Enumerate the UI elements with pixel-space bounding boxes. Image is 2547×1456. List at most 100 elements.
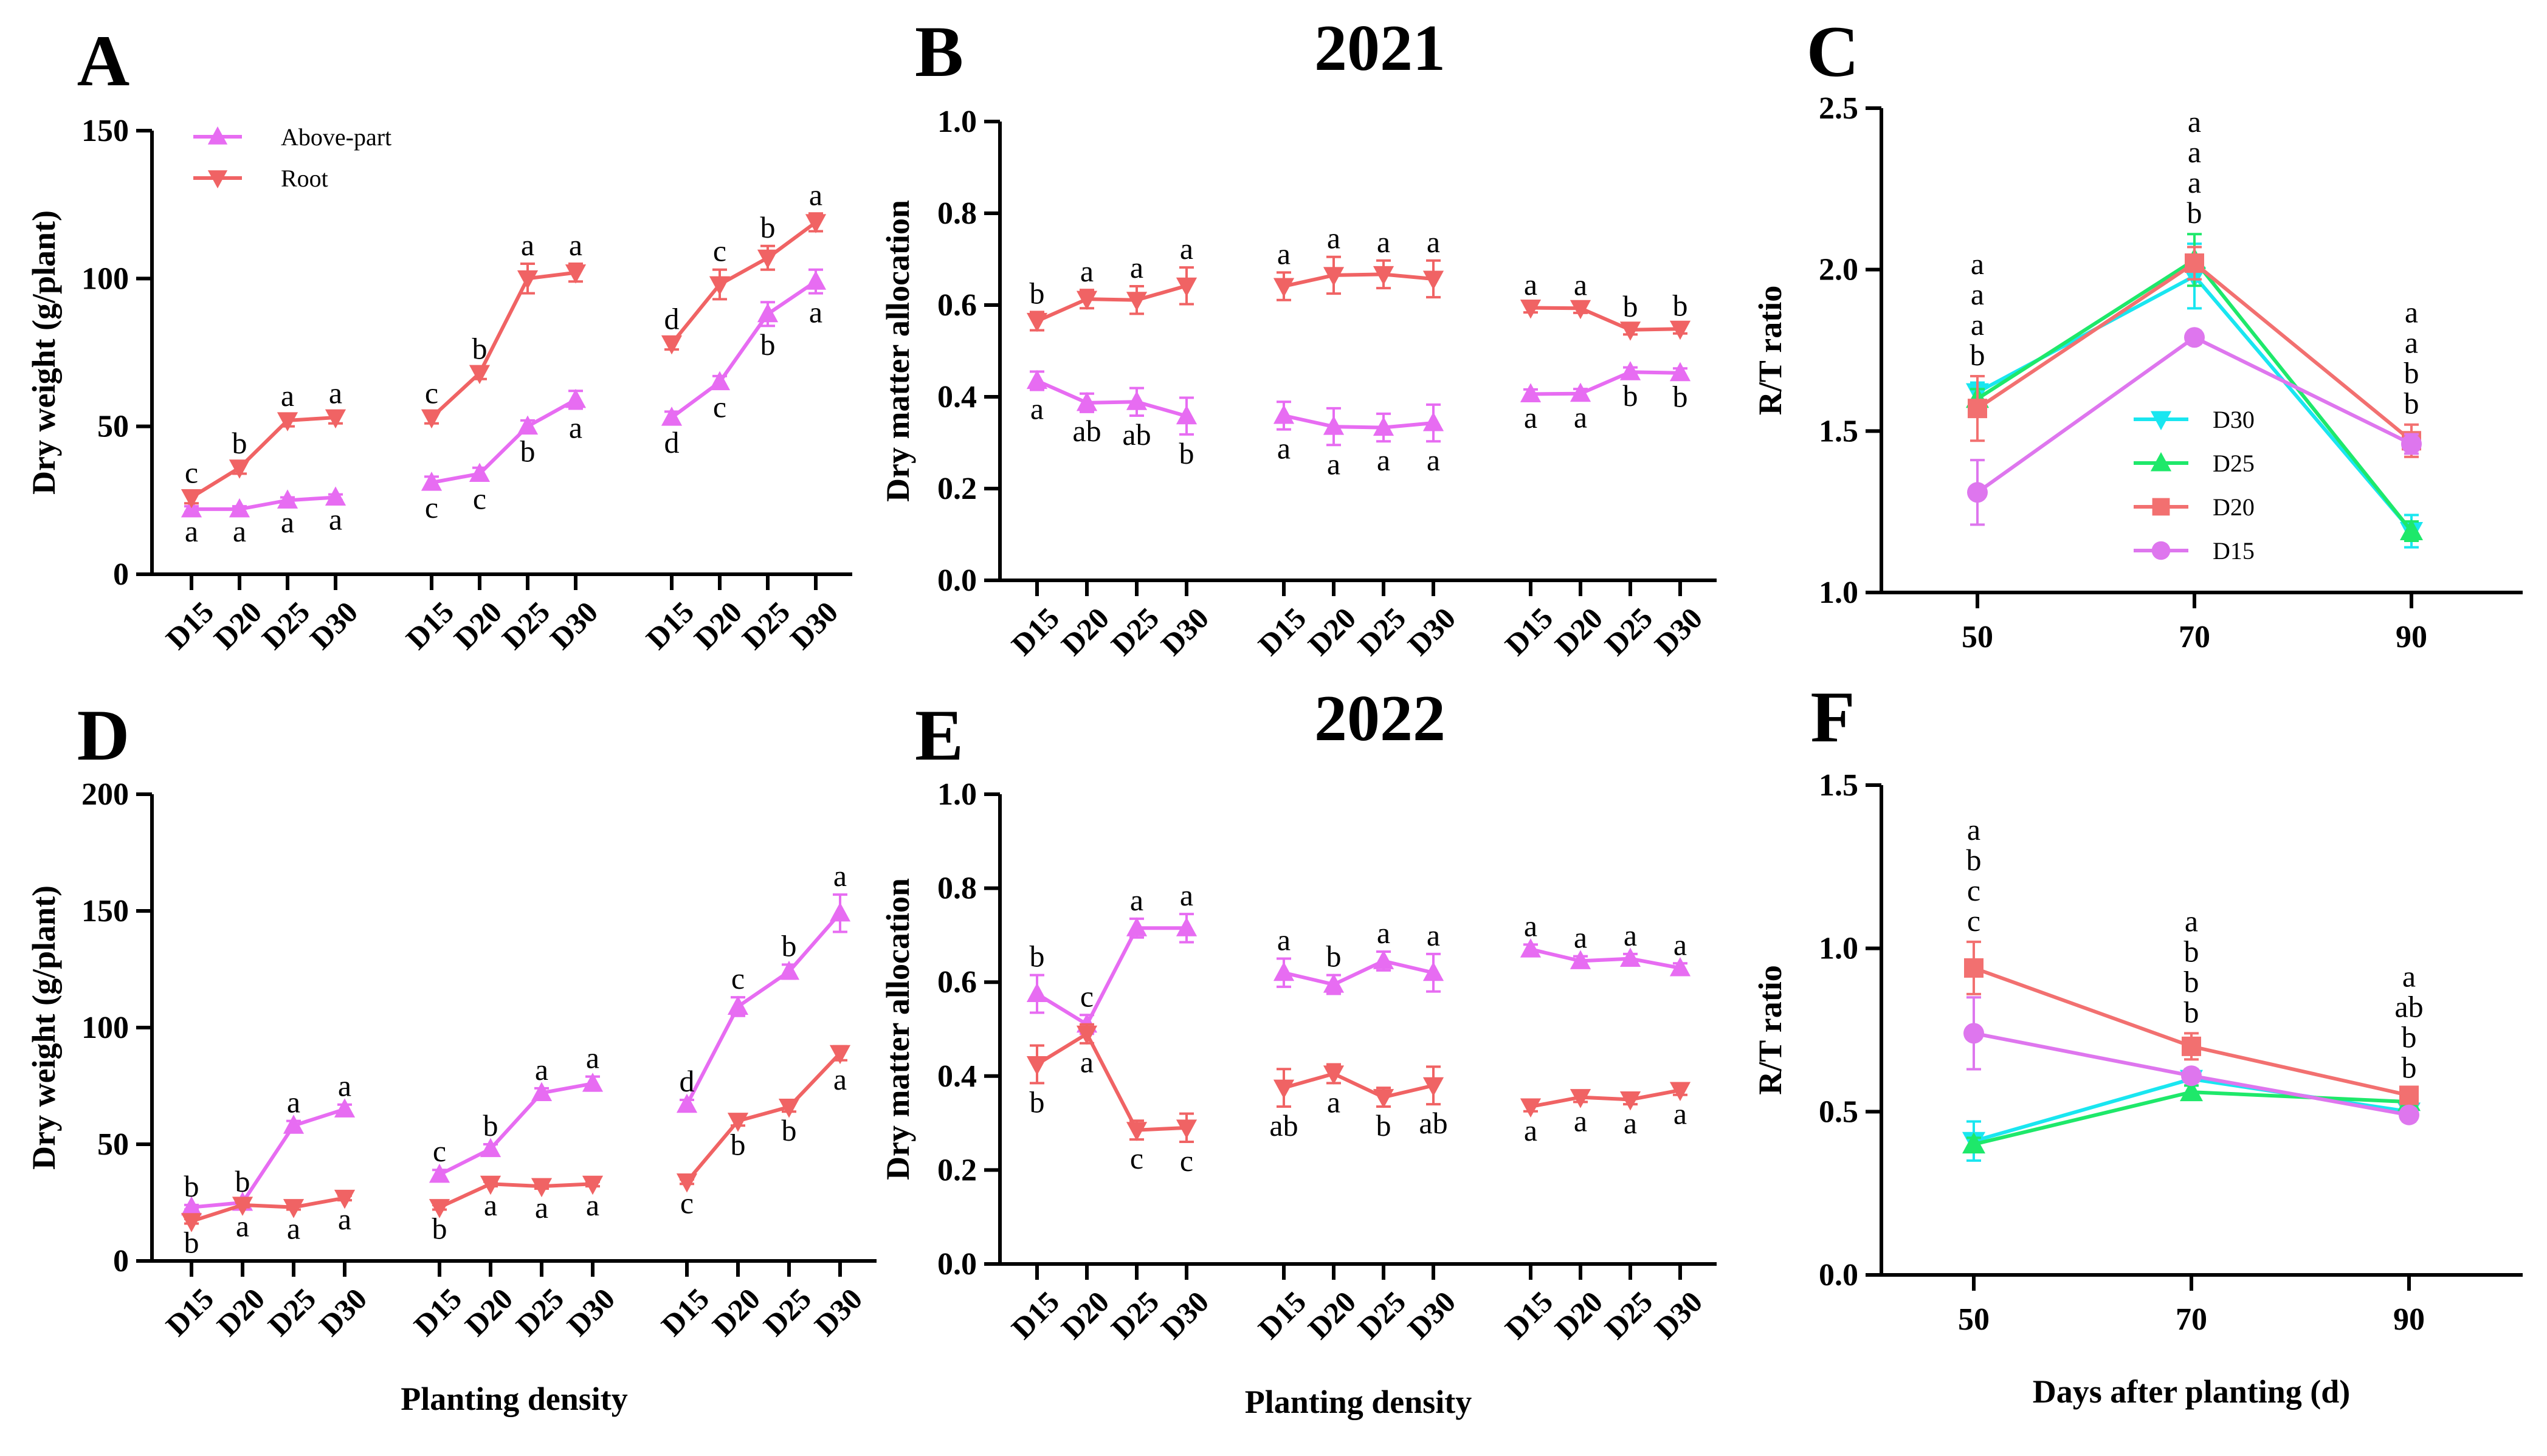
y-tick-label: 0 <box>113 557 129 592</box>
root-point <box>582 1175 604 1195</box>
above-point <box>1422 412 1444 431</box>
panel-letter: D <box>77 695 130 775</box>
root-significance-letter: a <box>484 1188 497 1222</box>
above-point <box>829 902 851 922</box>
above-series-line <box>685 912 842 1106</box>
above-significance-letter: a <box>1180 878 1193 912</box>
above-point <box>676 1093 698 1113</box>
above-point <box>1273 404 1295 424</box>
above-significance-letter: a <box>1030 392 1044 426</box>
panel-letter: A <box>77 20 130 101</box>
legend-item-D25: D25 <box>2134 450 2255 477</box>
panel-letter: C <box>1807 11 1859 92</box>
root-point <box>469 365 491 385</box>
above-point <box>1520 383 1542 402</box>
root-significance-letter: a <box>1427 225 1440 259</box>
root-point <box>1076 290 1098 311</box>
above-point <box>565 388 587 408</box>
y-tick-label: 1.0 <box>1819 575 1858 610</box>
root-significance-letter: b <box>1030 1085 1045 1119</box>
x-tick-label: 50 <box>1958 1302 1990 1337</box>
series-D15 <box>1963 996 2419 1125</box>
above-point <box>805 270 827 290</box>
y-tick-label: 100 <box>81 261 129 296</box>
above-significance-letter: a <box>1574 921 1587 955</box>
legend-marker <box>2152 498 2170 516</box>
above-significance-letter: a <box>1427 443 1440 477</box>
y-tick-label: 0.6 <box>937 288 977 323</box>
above-point <box>1373 950 1394 969</box>
above-point <box>1669 362 1691 382</box>
above-series-line <box>1036 926 1187 1028</box>
above-point <box>757 303 779 323</box>
root-point <box>1373 266 1394 286</box>
y-tick-label: 0.8 <box>937 196 977 231</box>
above-significance-letter: b <box>235 1164 250 1198</box>
root-significance-letter: c <box>185 456 198 490</box>
above-point <box>1026 369 1048 390</box>
significance-letter: c <box>1967 873 1980 907</box>
root-significance-letter: b <box>1673 289 1688 323</box>
y-tick-label: 0.6 <box>937 965 977 1000</box>
y-axis-title: R/T ratio <box>1752 286 1788 416</box>
root-point <box>1176 277 1198 297</box>
legend-marker <box>2150 411 2172 430</box>
above-significance-letter: a <box>1130 883 1143 917</box>
above-point <box>1126 917 1148 936</box>
above-point <box>429 1163 450 1183</box>
root-significance-letter: a <box>1277 236 1291 270</box>
series-D15 <box>1967 327 2422 526</box>
panel-letter: E <box>915 695 963 775</box>
root-point <box>229 459 250 479</box>
above-series-line <box>431 398 577 485</box>
root-point <box>757 249 779 269</box>
root-significance-letter: b <box>760 210 776 244</box>
legend-item-above: Above-part <box>193 123 391 151</box>
D25-point <box>1962 1132 1985 1154</box>
above-significance-letter: d <box>680 1064 695 1098</box>
root-series-line <box>438 1182 593 1209</box>
above-point <box>325 486 346 506</box>
root-point <box>1520 300 1542 319</box>
x-tick-label: 70 <box>2179 620 2210 654</box>
legend-label: Root <box>281 165 328 192</box>
D20-point <box>1968 399 1987 419</box>
root-point <box>709 276 731 296</box>
y-axis-title: R/T ratio <box>1752 965 1788 1095</box>
above-significance-letter: a <box>569 410 582 444</box>
above-point <box>1176 917 1198 936</box>
above-significance-letter: a <box>1524 400 1537 434</box>
above-significance-letter: b <box>184 1169 199 1203</box>
x-tick-label: 90 <box>2393 1302 2425 1337</box>
root-point <box>661 335 683 355</box>
above-significance-letter: c <box>473 481 486 515</box>
above-significance-letter: a <box>535 1053 548 1087</box>
root-significance-letter: a <box>833 1062 847 1096</box>
y-axis-title: Dry weight (g/plant) <box>26 210 62 495</box>
root-point <box>232 1197 253 1216</box>
above-point <box>1669 957 1691 977</box>
above-significance-letter: a <box>1377 916 1390 950</box>
root-point <box>1422 270 1444 290</box>
root-significance-letter: b <box>1376 1108 1391 1142</box>
root-significance-letter: a <box>535 1190 548 1224</box>
legend-item-D15: D15 <box>2134 537 2255 565</box>
y-tick-label: 1.5 <box>1819 414 1858 448</box>
root-significance-letter: b <box>432 1212 447 1246</box>
panel-B: 0.0 0.2 0.4 0.6 0.8 1.0 Dry matter allocation B… <box>880 11 1717 662</box>
significance-letter: b <box>2404 356 2419 390</box>
root-significance-letter: a <box>1327 1085 1340 1119</box>
y-axis-title: Dry weight (g/plant) <box>26 885 62 1170</box>
root-significance-letter: c <box>425 376 438 410</box>
x-axis-title: Planting density <box>1245 1384 1472 1420</box>
legend-label: D15 <box>2213 537 2255 565</box>
above-series-line <box>1283 959 1434 987</box>
legend-label: D20 <box>2213 493 2255 521</box>
above-series-line <box>191 495 336 511</box>
y-tick-label: 0.4 <box>937 380 977 414</box>
panel-letter: F <box>1810 676 1855 757</box>
root-significance-letter: b <box>232 426 247 460</box>
above-point <box>531 1082 553 1102</box>
